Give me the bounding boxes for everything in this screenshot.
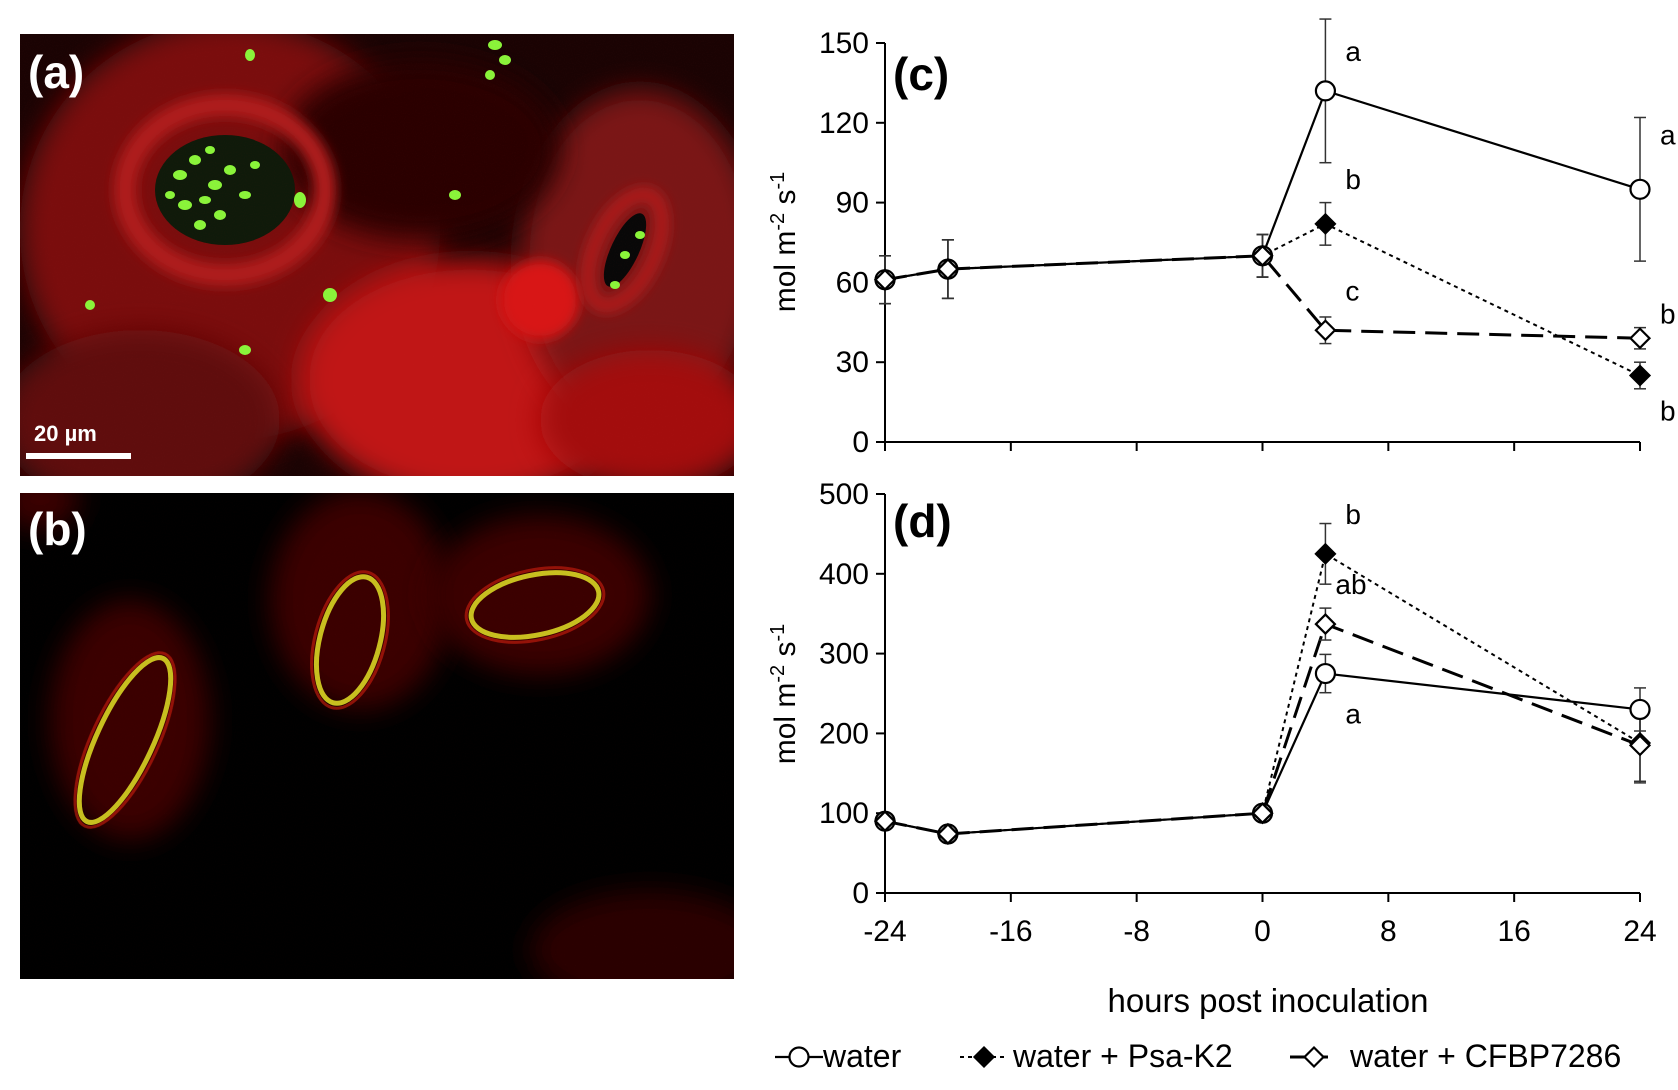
series-line-psa	[884, 552, 1641, 835]
data-point	[1628, 327, 1652, 350]
y-tick-label: 0	[852, 877, 869, 910]
y-axis-label-exp: -2	[767, 213, 789, 231]
scale-bar-label: 20 µm	[34, 421, 97, 446]
legend-label: water + CFBP7286	[1349, 1038, 1621, 1074]
y-tick-label: 150	[819, 27, 869, 60]
y-axis-label: mol m-2 s-1	[767, 172, 802, 313]
legend-marker	[788, 1046, 810, 1068]
legend-item-cfbp: water + CFBP7286	[1290, 1038, 1621, 1074]
y-tick-label: 100	[819, 797, 869, 830]
data-point	[1251, 244, 1274, 267]
chart-d-series	[873, 522, 1652, 846]
x-tick-label: -24	[863, 915, 906, 948]
data-point	[1314, 212, 1337, 235]
series-line-cfbp	[884, 622, 1641, 836]
significance-label: ab	[1335, 569, 1366, 600]
data-point	[1251, 802, 1274, 825]
markers-cfbp	[873, 613, 1652, 846]
y-tick-label: 120	[819, 107, 869, 140]
data-point	[1314, 542, 1337, 565]
y-axis-label-exp: -1	[767, 172, 789, 190]
series-line-cfbp	[884, 254, 1641, 340]
panel-label-b: (b)	[28, 503, 87, 555]
micrograph-a	[20, 34, 734, 476]
panel-label-d: (d)	[893, 495, 952, 547]
panel-label-c: (c)	[893, 48, 949, 100]
y-axis-label-exp: -1	[767, 624, 789, 642]
chart-c-axes: 0 30 60 90 120 150 mol m-2 s-1	[767, 27, 1641, 459]
chart-c-annotations: a b c a b b	[1345, 36, 1676, 427]
markers-cfbp	[873, 244, 1652, 350]
data-point	[1628, 364, 1652, 387]
data-point	[936, 258, 959, 281]
legend-label: water	[822, 1038, 902, 1074]
significance-label: b	[1660, 298, 1676, 329]
data-point	[1629, 698, 1651, 721]
significance-label: a	[1345, 699, 1361, 730]
data-point	[936, 822, 959, 846]
significance-label: a	[1660, 119, 1676, 150]
y-axis-label-base: mol m	[769, 231, 802, 313]
x-tick-label: 8	[1380, 915, 1397, 948]
data-point	[1314, 80, 1337, 102]
x-tick-label: 0	[1254, 915, 1271, 948]
significance-label: c	[1345, 275, 1359, 306]
data-point	[873, 268, 897, 291]
y-tick-label: 200	[819, 717, 869, 750]
series-psa	[879, 201, 1646, 390]
legend-marker	[1302, 1045, 1326, 1069]
legend: water water + Psa-K2 water + CFBP7286	[775, 1038, 1621, 1074]
series-psa	[879, 522, 1646, 840]
y-axis-label: mol m-2 s-1	[767, 624, 802, 765]
significance-label: b	[1345, 499, 1361, 530]
x-tick-label: 24	[1623, 915, 1656, 948]
x-axis-label: hours post inoculation	[1107, 982, 1428, 1019]
y-axis-label-base: mol m	[769, 683, 802, 765]
y-axis-label-mid: s	[769, 189, 802, 212]
micrograph-b	[20, 493, 734, 979]
panel-label-a: (a)	[28, 46, 84, 98]
y-tick-label: 90	[836, 187, 869, 220]
x-tick-label: 16	[1497, 915, 1530, 948]
data-point	[1314, 662, 1337, 685]
y-tick-label: 400	[819, 558, 869, 591]
data-point	[1314, 319, 1337, 342]
data-point	[1628, 734, 1652, 757]
significance-label: a	[1345, 36, 1361, 67]
legend-marker	[972, 1045, 996, 1069]
chart-c: 0 30 60 90 120 150 mol m-2 s-1 a b c a b b	[767, 18, 1676, 459]
y-axis-label-exp: -2	[767, 665, 789, 683]
chart-d: 0 100 200 300 400 500 -24 -16 -8 0 8 16 24 mol m-2 s-…	[767, 478, 1657, 948]
y-tick-label: 300	[819, 638, 869, 671]
scale-bar: 20 µm	[26, 421, 131, 459]
y-tick-label: 0	[852, 426, 869, 459]
significance-label: b	[1345, 164, 1361, 195]
markers-psa	[873, 542, 1652, 846]
chart-c-series	[873, 18, 1652, 390]
x-tick-label: -16	[989, 915, 1032, 948]
data-point	[1314, 613, 1337, 636]
y-tick-label: 60	[836, 266, 869, 299]
x-tick-label: -8	[1123, 915, 1150, 948]
legend-item-psa: water + Psa-K2	[960, 1038, 1233, 1074]
y-tick-label: 30	[836, 346, 869, 379]
legend-item-water: water	[775, 1038, 902, 1074]
significance-label: b	[1660, 396, 1676, 427]
y-axis-label-mid: s	[769, 641, 802, 664]
legend-label: water + Psa-K2	[1012, 1038, 1233, 1074]
data-point	[873, 810, 897, 833]
chart-d-axes: 0 100 200 300 400 500 -24 -16 -8 0 8 16 24 mol m-2 s-…	[767, 478, 1657, 948]
data-point	[1629, 178, 1651, 200]
y-tick-label: 500	[819, 478, 869, 511]
chart-d-annotations: b ab a	[1335, 499, 1366, 730]
